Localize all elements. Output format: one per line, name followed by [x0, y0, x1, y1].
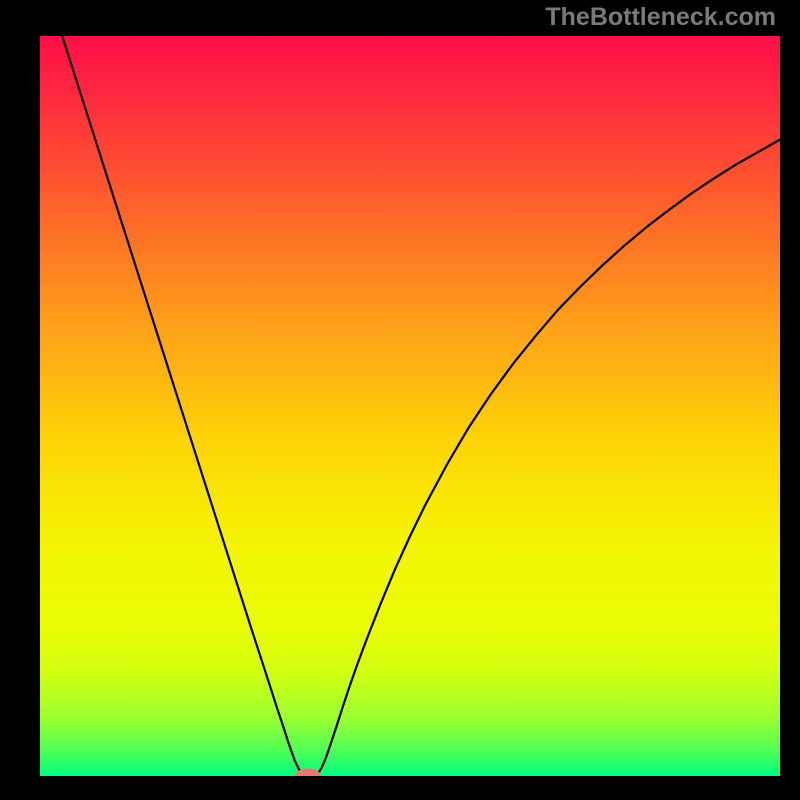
watermark-text: TheBottleneck.com [545, 3, 776, 32]
chart-svg [40, 36, 780, 776]
chart-plot-area [40, 36, 780, 776]
chart-background [40, 36, 780, 776]
